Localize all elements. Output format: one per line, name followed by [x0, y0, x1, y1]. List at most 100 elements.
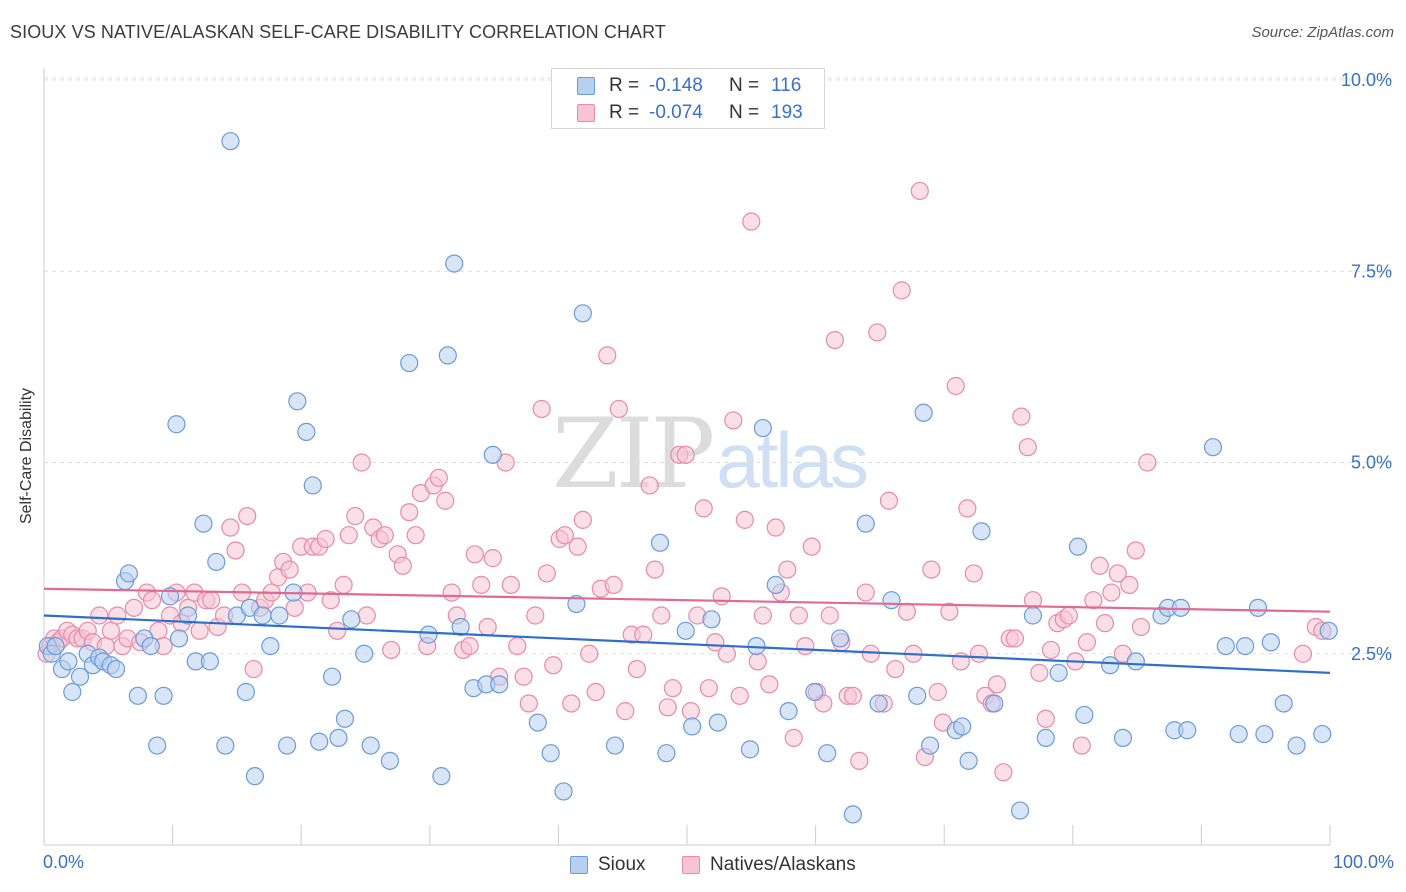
- natives-point: [1036, 709, 1055, 728]
- sioux-point: [1075, 705, 1094, 725]
- natives-point: [321, 591, 340, 610]
- y-tick-label: 5.0%: [1351, 453, 1392, 473]
- x-tick-label-min: 0.0%: [43, 852, 85, 872]
- natives-point: [483, 549, 502, 568]
- sioux-point: [908, 686, 927, 705]
- sioux-point: [1049, 663, 1068, 682]
- natives-point: [1012, 407, 1031, 426]
- natives-point: [436, 491, 455, 510]
- y-tick-label: 7.5%: [1351, 261, 1392, 281]
- natives-point: [400, 503, 419, 522]
- sioux-point: [1229, 724, 1248, 744]
- sioux-point: [766, 575, 785, 595]
- sioux-point: [1274, 694, 1293, 713]
- natives-point: [429, 468, 448, 487]
- sioux-point: [1216, 636, 1235, 656]
- sioux-point: [400, 353, 419, 373]
- y-axis-label: Self-Care Disability: [18, 387, 35, 525]
- natives-point: [537, 564, 556, 583]
- natives-point: [244, 659, 263, 679]
- sioux-point: [1255, 724, 1274, 744]
- sioux-point: [605, 736, 625, 755]
- natives-point: [580, 644, 599, 663]
- natives-point: [784, 728, 803, 748]
- data-points: [37, 132, 1338, 824]
- natives-point: [820, 606, 839, 625]
- natives-point: [238, 506, 257, 526]
- natives-point: [676, 445, 695, 464]
- sioux-point: [335, 709, 355, 728]
- natives-point: [946, 376, 965, 396]
- natives-point: [724, 411, 743, 430]
- sioux-point: [528, 713, 547, 732]
- natives-point: [778, 560, 797, 579]
- sioux-point: [322, 667, 342, 686]
- sioux-point: [445, 254, 464, 273]
- sioux-point: [1248, 598, 1268, 617]
- x-tick-label-max: 100.0%: [1332, 852, 1394, 872]
- natives-point: [1077, 633, 1097, 652]
- sioux-point: [342, 610, 361, 629]
- sioux-point: [753, 418, 772, 438]
- correlation-legend: R = -0.148 N = 116 R = -0.074 N = 193: [551, 68, 825, 129]
- natives-point: [616, 702, 635, 721]
- natives-point: [108, 606, 127, 625]
- natives-point: [658, 698, 677, 717]
- sioux-point: [953, 717, 972, 736]
- sioux-point: [46, 636, 65, 656]
- natives-point: [1072, 736, 1091, 755]
- natives-swatch: [682, 856, 700, 874]
- natives-point: [1005, 629, 1025, 648]
- legend-label-natives: Natives/Alaskans: [710, 854, 856, 875]
- sioux-point: [567, 594, 586, 614]
- r-label: R =: [609, 75, 640, 96]
- natives-point: [1293, 644, 1313, 663]
- sioux-swatch: [577, 77, 595, 95]
- sioux-point: [959, 751, 978, 770]
- sioux-point: [541, 744, 560, 763]
- natives-point: [1030, 663, 1049, 682]
- natives-point: [573, 510, 592, 529]
- natives-point: [532, 399, 551, 419]
- sioux-point: [882, 591, 901, 610]
- legend-item-sioux[interactable]: Sioux: [570, 854, 646, 876]
- r-value-sioux: -0.148: [649, 75, 703, 96]
- natives-point: [334, 575, 353, 595]
- natives-point: [964, 564, 983, 583]
- sioux-point: [1313, 724, 1332, 744]
- natives-point: [285, 598, 304, 617]
- natives-point: [1041, 640, 1061, 660]
- natives-point: [202, 591, 221, 610]
- sioux-point: [288, 392, 307, 411]
- series-legend: Sioux Natives/Alaskans: [0, 852, 1406, 876]
- sioux-point: [869, 694, 888, 713]
- natives-point: [1095, 614, 1115, 633]
- sioux-point: [128, 686, 147, 705]
- sioux-point: [1236, 636, 1255, 656]
- sioux-point: [1010, 801, 1030, 820]
- natives-point: [460, 636, 479, 656]
- sioux-point: [178, 606, 198, 625]
- sioux-point: [310, 732, 329, 751]
- natives-point: [221, 518, 240, 537]
- r-value-natives: -0.074: [649, 102, 703, 123]
- sioux-point: [1287, 736, 1306, 755]
- natives-point: [352, 453, 371, 472]
- natives-point: [339, 526, 358, 545]
- sioux-point: [1261, 633, 1280, 652]
- watermark: ZIPatlas: [552, 398, 869, 510]
- natives-point: [1120, 575, 1139, 595]
- legend-row-natives: R = -0.074 N = 193: [552, 100, 803, 126]
- sioux-point: [245, 767, 265, 786]
- sioux-point: [141, 636, 160, 656]
- source-label: Source: ZipAtlas.com: [1251, 24, 1394, 41]
- natives-point: [101, 621, 120, 640]
- natives-point: [526, 606, 545, 625]
- natives-point: [652, 606, 671, 625]
- natives-trend-line: [43, 587, 1331, 613]
- legend-item-natives[interactable]: Natives/Alaskans: [682, 854, 856, 876]
- natives-point: [910, 181, 929, 201]
- sioux-point: [573, 304, 592, 323]
- natives-point: [544, 656, 563, 675]
- sioux-point: [702, 610, 721, 629]
